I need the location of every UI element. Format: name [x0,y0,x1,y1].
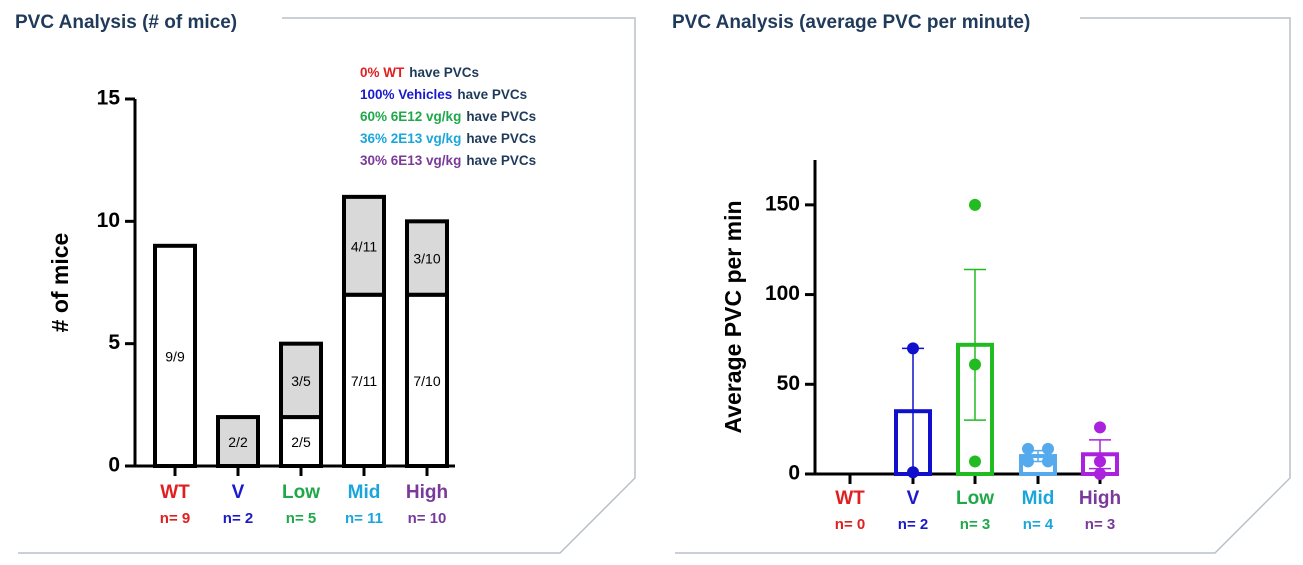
y-tick-label: 150 [765,192,800,215]
annotation-highlight: 60% 6E12 vg/kg [360,109,461,124]
data-point [1094,455,1106,468]
data-point [1042,455,1054,468]
x-tick-label: Mid [348,482,381,503]
annotation: 30% 6E13 vg/kg have PVCs [360,153,536,168]
annotation-text: have PVCs [466,131,536,146]
data-point [1094,468,1106,480]
y-tick-label: 50 [777,372,800,395]
annotation: 100% Vehicles have PVCs [360,87,527,102]
bar-segment [279,341,323,420]
segment-label: 3/5 [291,373,311,389]
annotation-highlight: 0% WT [360,65,405,80]
data-point [1022,442,1034,455]
data-point [907,342,919,355]
annotation-highlight: 100% Vehicles [360,87,452,102]
n-label: n= 3 [960,516,990,533]
n-label: n= 2 [898,516,928,533]
annotation-text: have PVCs [409,65,479,80]
y-tick-label: 0 [788,462,800,485]
data-point [969,198,981,211]
y-tick-label: 100 [765,282,800,305]
n-label: n= 2 [223,510,253,527]
x-tick-label: WT [160,482,190,503]
annotation-text: have PVCs [466,153,536,168]
data-point [969,455,981,468]
segment-label: 4/11 [351,239,377,255]
bar-segment [153,243,197,468]
panel-frame [18,17,636,554]
x-tick-label: V [907,488,920,509]
y-axis-label: # of mice [47,233,73,333]
annotation: 0% WT have PVCs [360,65,479,80]
n-label: n= 4 [1023,516,1054,533]
y-axis-label: Average PVC per min [720,200,746,433]
data-point [969,358,981,371]
y-tick-label: 0 [108,454,120,477]
error-bar [964,268,986,421]
bar-segment [342,292,386,468]
annotation-highlight: 30% 6E13 vg/kg [360,153,461,168]
annotation: 60% 6E12 vg/kg have PVCs [360,109,536,124]
segment-label: 9/9 [165,349,185,365]
bar-segment [342,194,386,297]
n-label: n= 9 [160,510,190,527]
chart-title: PVC Analysis (average PVC per minute) [672,12,1030,33]
n-label: n= 11 [345,510,383,527]
n-label: n= 5 [286,510,316,527]
segment-label: 7/11 [351,373,377,389]
data-point [907,466,919,479]
y-tick-label: 15 [97,87,121,110]
annotation-highlight: 36% 2E13 vg/kg [360,131,461,146]
panel-frame [675,17,1291,554]
x-tick-label: Low [956,488,994,509]
x-tick-label: V [232,482,245,503]
bar-segment [279,415,323,469]
x-tick-label: High [1079,488,1121,509]
chart-title: PVC Analysis (# of mice) [15,12,237,33]
annotation: 36% 2E13 vg/kg have PVCs [360,131,536,146]
bar-segment [216,415,260,469]
x-tick-label: Mid [1022,488,1055,509]
x-tick-label: High [406,482,448,503]
bar-segment [405,219,449,297]
annotation-text: have PVCs [466,109,536,124]
annotation-text: have PVCs [457,87,527,102]
n-label: n= 10 [408,510,447,527]
segment-label: 7/10 [413,373,440,389]
segment-label: 3/10 [413,251,440,267]
n-label: n= 3 [1085,516,1115,533]
data-point [1022,455,1034,468]
y-tick-label: 5 [108,331,120,354]
x-tick-label: Low [282,482,320,503]
y-tick-label: 10 [97,209,120,232]
segment-label: 2/2 [228,434,248,450]
x-tick-label: WT [835,488,865,509]
segment-label: 2/5 [291,434,311,450]
data-point [1042,442,1054,455]
n-label: n= 0 [835,516,865,533]
data-point [1094,421,1106,434]
